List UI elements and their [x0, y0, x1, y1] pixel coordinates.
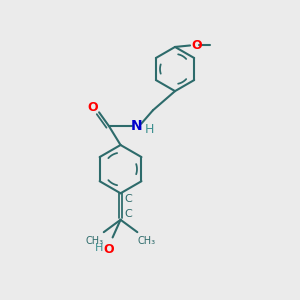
- Text: CH₃: CH₃: [85, 236, 104, 246]
- Text: C: C: [125, 208, 132, 219]
- Text: H: H: [144, 123, 154, 136]
- Text: N: N: [131, 119, 142, 133]
- Text: O: O: [88, 100, 98, 113]
- Text: C: C: [125, 194, 132, 204]
- Text: H: H: [95, 243, 103, 253]
- Text: CH₃: CH₃: [137, 236, 155, 246]
- Text: O: O: [104, 243, 114, 256]
- Text: O: O: [191, 39, 202, 52]
